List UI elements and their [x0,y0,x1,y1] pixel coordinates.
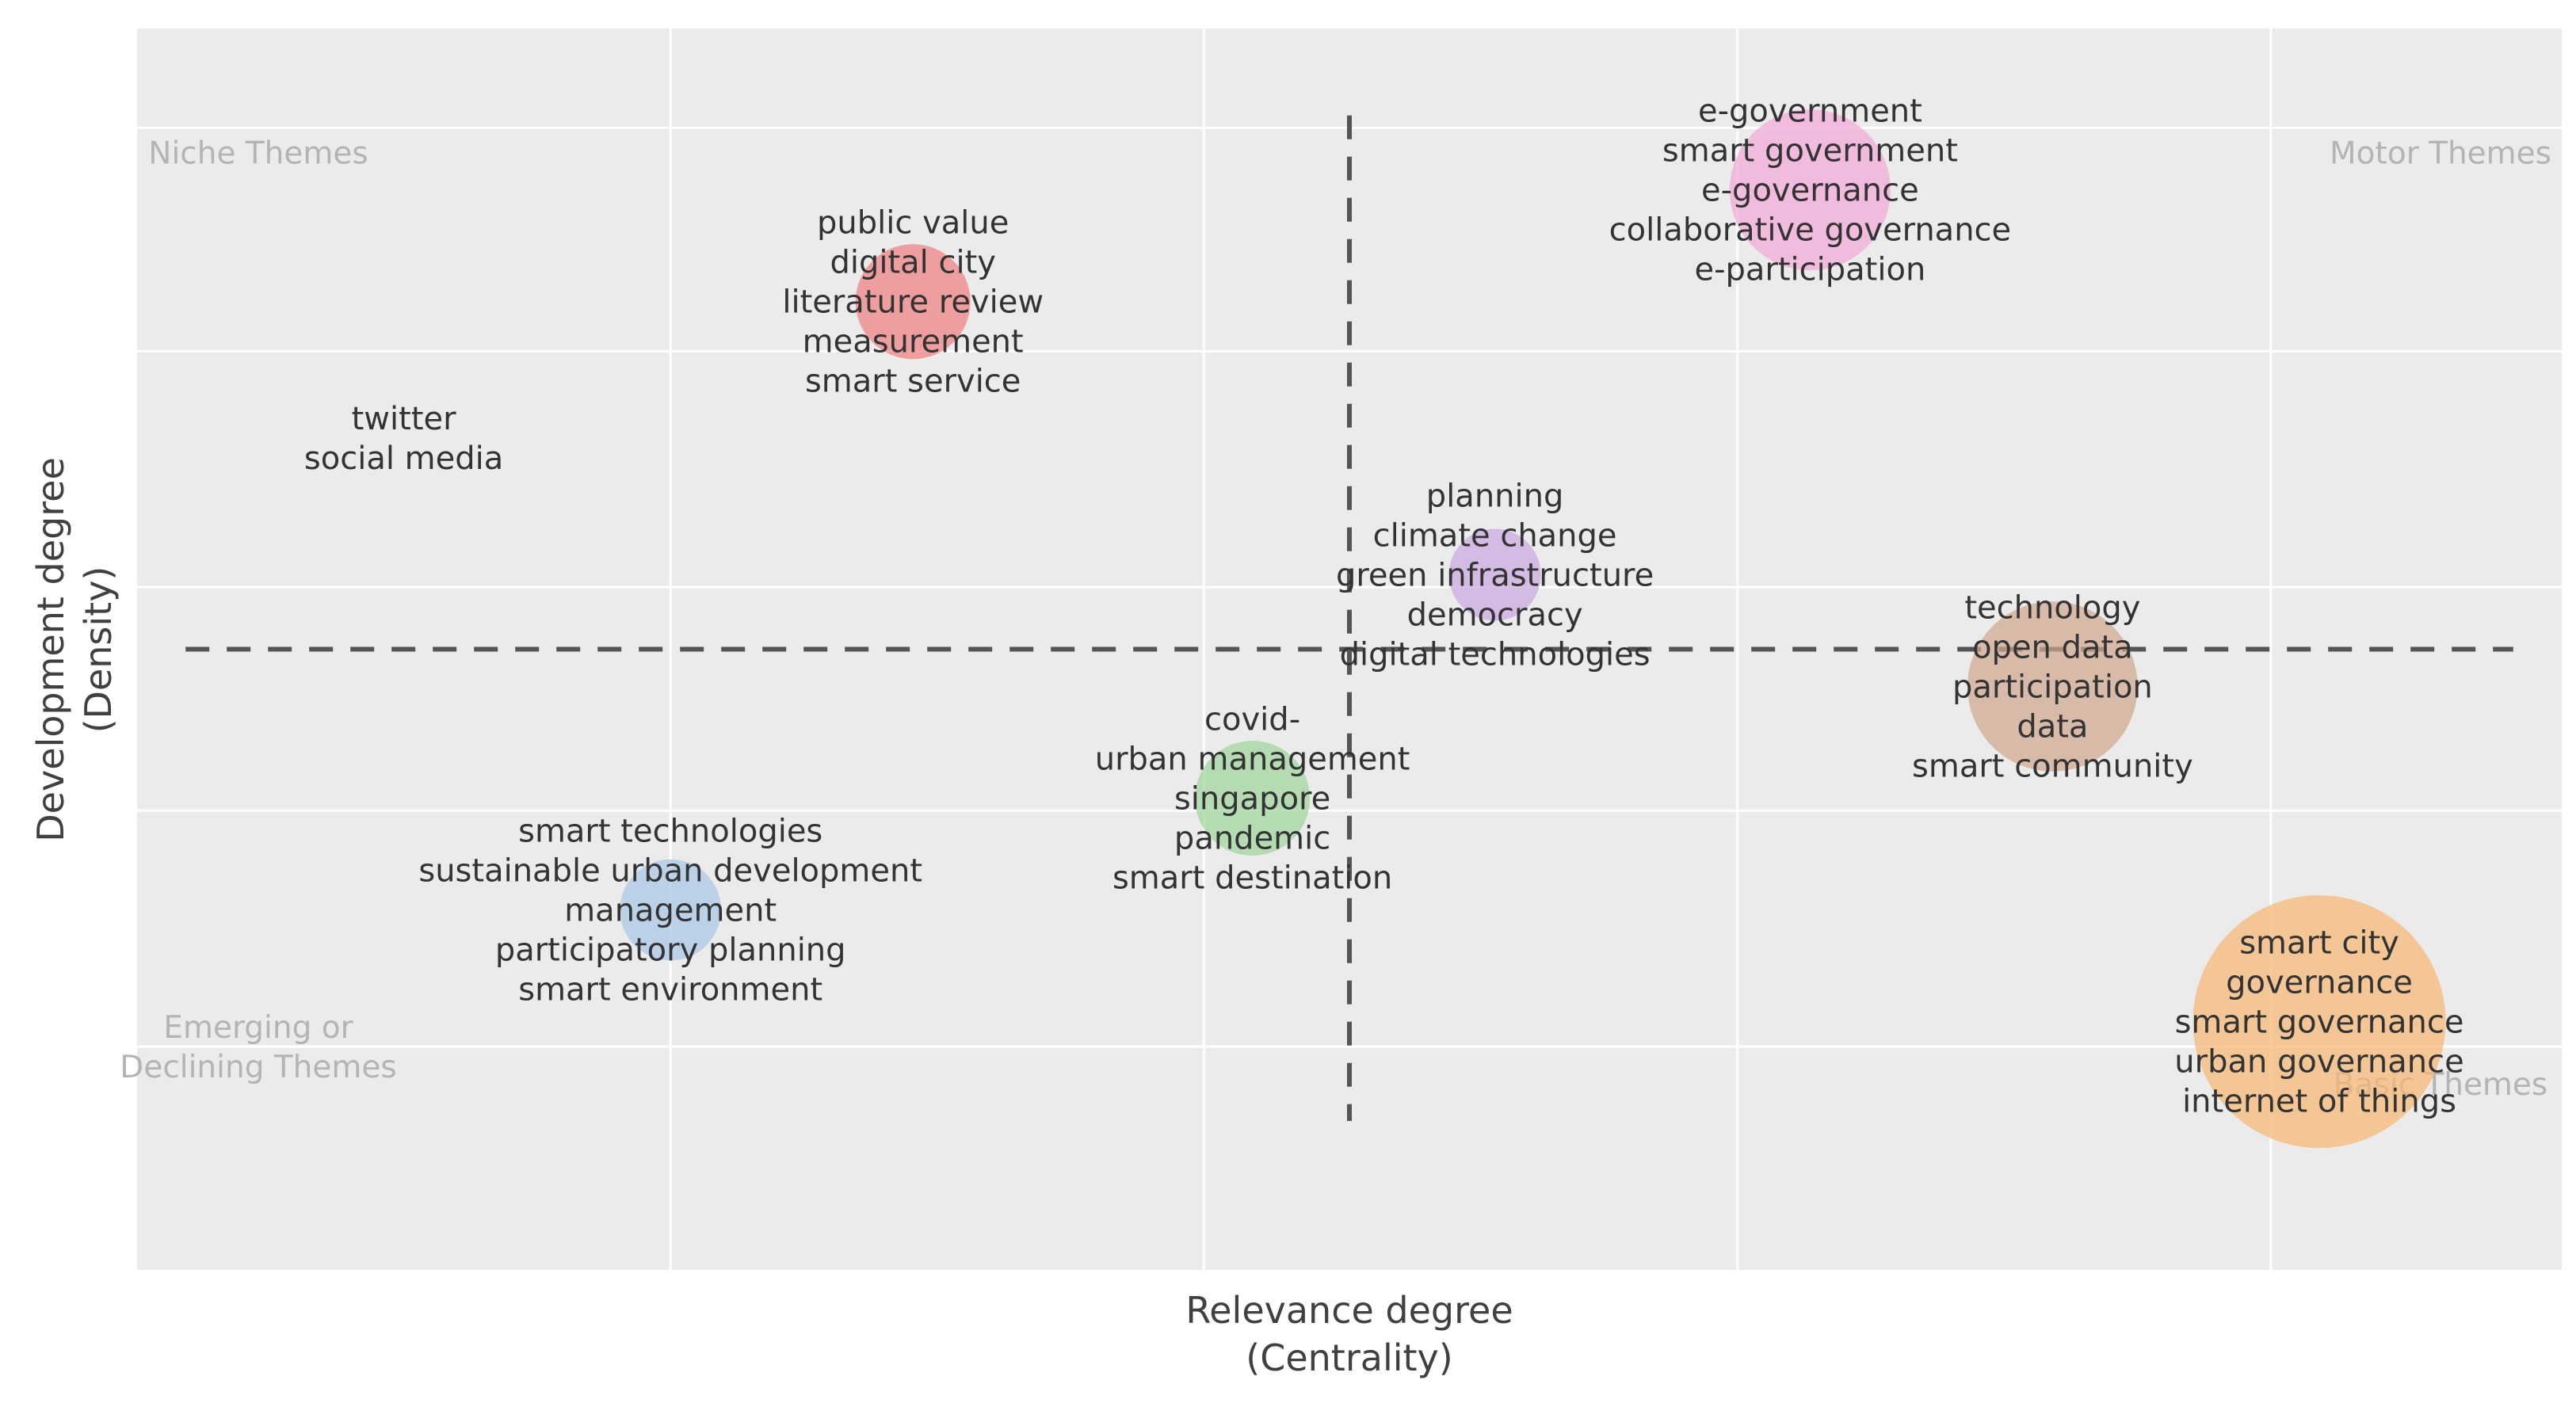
cluster-bubble-5 [1967,601,2138,772]
cluster-label-4: planning climate change green infrastructu… [1336,478,1654,673]
cluster-label-8: smart city governance smart governance urba… [2174,925,2463,1120]
axis-titles: Relevance degree (Centrality) Development … [29,457,1513,1379]
cluster-bubble-1 [1729,109,1891,271]
cluster-bubble-7 [620,859,721,961]
cluster-label-1: e-government smart government e-governance… [1609,93,2012,288]
cluster-label-6: covid-urban management singapore pandemic s… [1095,702,1410,897]
x-axis-title: Relevance degree (Centrality) [1185,1289,1513,1379]
cluster-label-7: smart technologies sustainable urban deve… [418,814,922,1008]
quadrant-label-bottom-left: Emerging or Declining Themes [120,1010,396,1085]
cluster-bubble-8 [2192,895,2446,1149]
quadrant-label-top-left: Niche Themes [148,136,368,172]
cluster-bubbles [620,109,2446,1149]
cluster-label-5: technology open data participation data smar… [1912,590,2193,785]
quadrant-label-top-right: Motor Themes [2330,136,2551,172]
cluster-label-3: twitter social media [304,401,503,477]
cluster-labels: e-government smart government e-governance… [304,93,2464,1120]
cluster-bubble-6 [1195,741,1311,856]
gridlines [137,29,2562,1270]
y-axis-title: Development degree (Density) [29,457,120,842]
cluster-label-2: public value digital city literature revie… [782,205,1044,400]
cluster-bubble-4 [1448,528,1541,621]
cluster-bubble-2 [855,244,971,360]
